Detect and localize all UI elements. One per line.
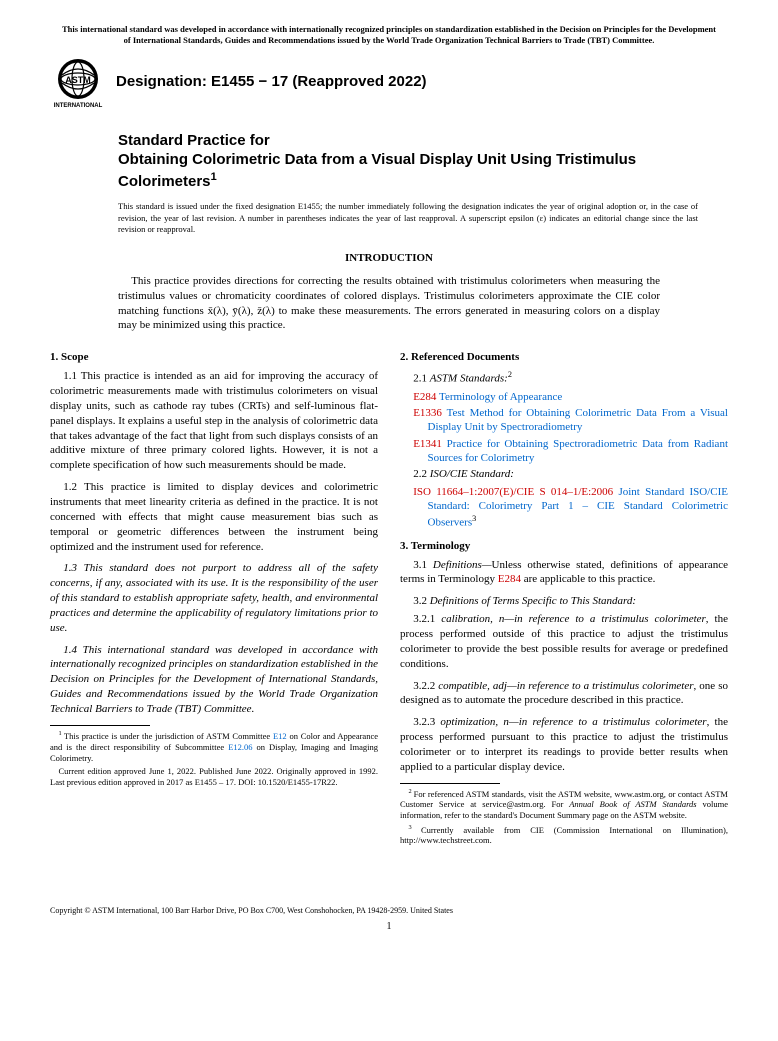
left-column: 1. Scope 1.1 This practice is intended a… (50, 351, 378, 848)
ref-2-2-num: 2.2 (413, 468, 430, 480)
ref-iso-sup: 3 (472, 514, 476, 523)
term-3-1: 3.1 Definitions—Unless otherwise stated,… (400, 558, 728, 588)
page-number: 1 (50, 921, 728, 932)
ref-e1336-code[interactable]: E1336 (413, 407, 442, 419)
scope-1-3: 1.3 This standard does not purport to ad… (50, 561, 378, 635)
footnote-2: 2 For referenced ASTM standards, visit t… (400, 788, 728, 822)
fn1-link-e1206[interactable]: E12.06 (228, 742, 252, 752)
document-page: This international standard was develope… (0, 0, 778, 962)
title-block: Standard Practice for Obtaining Colorime… (118, 131, 728, 192)
term-3-1-code[interactable]: E284 (498, 573, 521, 585)
ref-e284-code[interactable]: E284 (413, 391, 436, 403)
ref-2-1-sup: 2 (508, 370, 512, 379)
term-3-2-italic: Definitions of Terms Specific to This St… (430, 595, 636, 607)
title-superscript: 1 (211, 171, 217, 183)
ref-e1336-link[interactable]: Test Method for Obtaining Colorimetric D… (428, 407, 729, 433)
fn3-sup: 3 (409, 824, 421, 831)
term-3-2-1-italic: calibration, n—in reference to a tristim… (441, 613, 706, 625)
fn1-text-a: This practice is under the jurisdiction … (64, 731, 273, 741)
term-3-2-num: 3.2 (413, 595, 430, 607)
footnote-3: 3 Currently available from CIE (Commissi… (400, 824, 728, 847)
top-committee-notice: This international standard was develope… (50, 24, 728, 55)
scope-1-2: 1.2 This practice is limited to display … (50, 480, 378, 554)
footnote-1: 1 This practice is under the jurisdictio… (50, 730, 378, 764)
ref-iso-code[interactable]: ISO 11664–1:2007(E)/CIE S 014–1/E:2006 (413, 486, 613, 498)
svg-text:ASTM: ASTM (65, 75, 91, 85)
ref-e284-link[interactable]: Terminology of Appearance (436, 391, 562, 403)
fn1-link-e12[interactable]: E12 (273, 731, 287, 741)
title-main-text: Obtaining Colorimetric Data from a Visua… (118, 151, 636, 190)
ref-e1341: E1341 Practice for Obtaining Spectroradi… (400, 437, 728, 466)
copyright-footer: Copyright © ASTM International, 100 Barr… (50, 906, 728, 915)
issuance-note: This standard is issued under the fixed … (118, 201, 698, 235)
footnote-1-cont: Current edition approved June 1, 2022. P… (50, 766, 378, 788)
ref-2-1: 2.1 ASTM Standards:2 (400, 369, 728, 387)
footnote-rule-left (50, 725, 150, 726)
introduction-body: This practice provides directions for co… (118, 274, 660, 333)
ref-e284: E284 Terminology of Appearance (400, 390, 728, 404)
svg-text:INTERNATIONAL: INTERNATIONAL (54, 103, 103, 109)
footnote-rule-right (400, 783, 500, 784)
ref-e1341-link[interactable]: Practice for Obtaining Spectroradiometri… (428, 438, 729, 464)
right-column: 2. Referenced Documents 2.1 ASTM Standar… (400, 351, 728, 848)
title-main: Obtaining Colorimetric Data from a Visua… (118, 150, 728, 191)
term-3-2-3-num: 3.2.3 (413, 716, 440, 728)
ref-2-1-italic: ASTM Standards: (430, 373, 508, 385)
ref-e1341-code[interactable]: E1341 (413, 438, 442, 450)
referenced-heading: 2. Referenced Documents (400, 351, 728, 363)
term-3-2-2-italic: compatible, adj—in reference to a tristi… (438, 680, 693, 692)
two-column-body: 1. Scope 1.1 This practice is intended a… (50, 351, 728, 848)
term-3-1-num: 3.1 (413, 559, 433, 571)
term-3-2-1-num: 3.2.1 (413, 613, 441, 625)
ref-e1336: E1336 Test Method for Obtaining Colorime… (400, 406, 728, 435)
ref-2-1-num: 2.1 (413, 373, 430, 385)
introduction-heading: INTRODUCTION (50, 252, 728, 264)
term-3-2-3: 3.2.3 optimization, n—in reference to a … (400, 715, 728, 774)
term-3-1-italic: Definitions— (433, 559, 492, 571)
term-3-1-text-end: are applicable to this practice. (521, 573, 655, 585)
term-3-2-1: 3.2.1 calibration, n—in reference to a t… (400, 612, 728, 671)
astm-logo-icon: ASTM INTERNATIONAL (50, 55, 106, 109)
ref-2-2-italic: ISO/CIE Standard: (430, 468, 514, 480)
fn2-italic: Annual Book of ASTM Standards (569, 799, 696, 809)
term-3-2-3-italic: optimization, n—in reference to a tristi… (440, 716, 706, 728)
header-row: ASTM INTERNATIONAL Designation: E1455 − … (50, 55, 728, 109)
ref-iso: ISO 11664–1:2007(E)/CIE S 014–1/E:2006 J… (400, 485, 728, 530)
scope-1-4: 1.4 This international standard was deve… (50, 643, 378, 717)
designation-label: Designation: E1455 − 17 (Reapproved 2022… (116, 73, 427, 90)
scope-heading: 1. Scope (50, 351, 378, 363)
terminology-heading: 3. Terminology (400, 540, 728, 552)
term-3-2: 3.2 Definitions of Terms Specific to Thi… (400, 594, 728, 609)
title-prefix: Standard Practice for (118, 131, 728, 151)
term-3-2-2-num: 3.2.2 (413, 680, 438, 692)
scope-1-1: 1.1 This practice is intended as an aid … (50, 369, 378, 473)
ref-2-2: 2.2 ISO/CIE Standard: (400, 467, 728, 482)
term-3-2-2: 3.2.2 compatible, adj—in reference to a … (400, 679, 728, 709)
fn3-text: Currently available from CIE (Commission… (400, 824, 728, 845)
